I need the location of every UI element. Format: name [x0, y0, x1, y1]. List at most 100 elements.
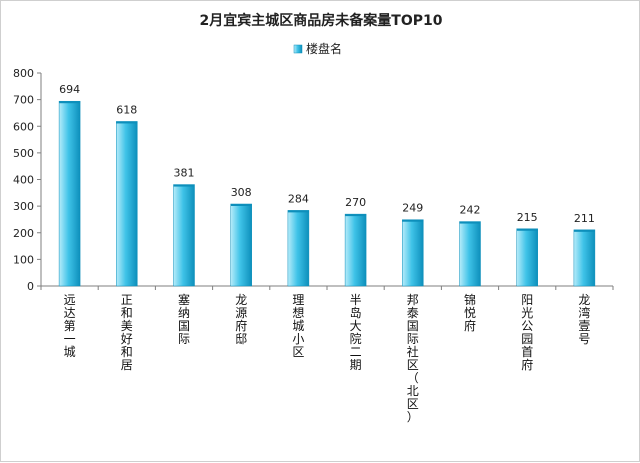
- x-tick-label-char: 居: [121, 358, 133, 372]
- legend-swatch: [293, 44, 303, 54]
- data-label: 211: [574, 212, 595, 225]
- data-label: 270: [345, 196, 366, 209]
- x-tick-label-char: 二: [350, 345, 362, 359]
- x-tick-label-char: 达: [64, 306, 76, 320]
- y-tick-label: 200: [13, 227, 34, 240]
- data-label: 242: [460, 204, 481, 217]
- bars: [58, 100, 596, 287]
- bar: [116, 121, 138, 287]
- x-tick-label-char: 锦: [464, 293, 476, 307]
- axes: 0 100 200 300 400 500 600 700 800: [13, 67, 614, 293]
- x-tick-label-char: 泰: [407, 306, 419, 320]
- y-tick-label: 100: [13, 253, 34, 266]
- x-tick-label: 锦悦府: [464, 293, 476, 333]
- bar-top-cap: [402, 219, 424, 222]
- x-tick-label-char: 岛: [350, 305, 362, 320]
- x-tick-label-char: 北: [407, 384, 419, 398]
- bar: [573, 229, 596, 287]
- x-tick-label-char: 城: [64, 345, 76, 359]
- data-label: 308: [231, 186, 252, 199]
- x-tick-label-char: 一: [64, 332, 76, 346]
- x-tick-label-char: 塞: [178, 292, 190, 307]
- bar: [287, 210, 310, 287]
- x-tick-label-char: 美: [121, 319, 133, 333]
- x-tick-label-char: 院: [350, 332, 362, 346]
- x-tick-label-char: 半: [350, 293, 362, 307]
- x-tick-label-char: 源: [235, 306, 247, 320]
- bar-top-cap: [345, 214, 367, 217]
- x-tick-label-char: 和: [121, 306, 133, 320]
- x-tick-label-char: （: [407, 371, 419, 385]
- x-tick-label-char: 公: [521, 319, 533, 333]
- x-tick-label-char: 期: [350, 358, 362, 372]
- x-tick-label-char: 壹: [578, 319, 590, 333]
- x-tick-label-char: 龙: [235, 293, 247, 307]
- y-tick-label: 300: [13, 200, 34, 213]
- x-tick-label-char: 社: [407, 344, 419, 359]
- x-tick-label-char: 湾: [578, 305, 590, 320]
- x-tick-label-char: 府: [235, 318, 247, 333]
- bar-top-cap: [516, 228, 538, 231]
- data-label: 618: [116, 103, 137, 116]
- bar-top-cap: [173, 184, 195, 187]
- x-tick-label-char: 龙: [578, 293, 590, 307]
- x-tick-label-char: 想: [292, 305, 304, 320]
- x-tick-label-char: 园: [521, 332, 533, 346]
- x-tick-label-char: 好: [121, 332, 133, 346]
- x-tick-label-char: 和: [121, 345, 133, 359]
- data-label: 215: [517, 211, 538, 224]
- x-tick-label-char: 邦: [407, 293, 419, 307]
- bar-top-cap: [230, 203, 252, 206]
- x-tick-label-char: 阳: [521, 293, 533, 307]
- bar: [58, 100, 81, 287]
- bar-top-cap: [59, 101, 81, 104]
- y-tick-label: 600: [13, 120, 34, 133]
- x-tick-label-char: 区: [292, 345, 304, 359]
- x-tick-label-char: 府: [464, 318, 476, 333]
- x-tick-label-char: 国: [178, 319, 190, 333]
- data-label: 284: [288, 192, 309, 205]
- chart-title: 2月宜宾主城区商品房未备案量TOP10: [200, 12, 443, 29]
- x-tick-label-char: 际: [407, 332, 419, 346]
- x-tick-label-char: 区: [407, 358, 419, 372]
- bar: [402, 219, 424, 287]
- x-tick-label-char: 小: [292, 332, 304, 346]
- bar: [344, 213, 367, 287]
- bar: [459, 221, 481, 287]
- y-tick-label: 800: [13, 67, 34, 80]
- x-tick-label-char: ）: [407, 410, 419, 424]
- x-tick-label-char: 悦: [464, 306, 476, 320]
- legend: 楼盘名: [293, 41, 342, 56]
- bar: [516, 228, 538, 287]
- x-tick-label-char: 大: [350, 319, 362, 333]
- x-tick-label-char: 首: [521, 345, 533, 359]
- x-tick-label-char: 光: [521, 306, 533, 320]
- bar: [230, 203, 252, 287]
- x-tick-label-char: 区: [407, 397, 419, 411]
- data-label: 694: [59, 83, 80, 96]
- x-tick-label-char: 理: [292, 293, 304, 307]
- y-tick-label: 400: [13, 174, 34, 187]
- x-tick-label-char: 府: [521, 357, 533, 372]
- x-tick-label-char: 际: [178, 332, 190, 346]
- bar-top-cap: [459, 221, 481, 224]
- y-tick-label: 0: [27, 280, 34, 293]
- bar-top-cap: [573, 229, 595, 232]
- x-tick-label-char: 国: [407, 319, 419, 333]
- bar-top-cap: [116, 121, 138, 124]
- x-tick-label-char: 号: [578, 332, 590, 346]
- x-tick-label-char: 远: [64, 293, 76, 307]
- legend-label: 楼盘名: [306, 41, 342, 56]
- x-tick-label-char: 纳: [178, 306, 190, 320]
